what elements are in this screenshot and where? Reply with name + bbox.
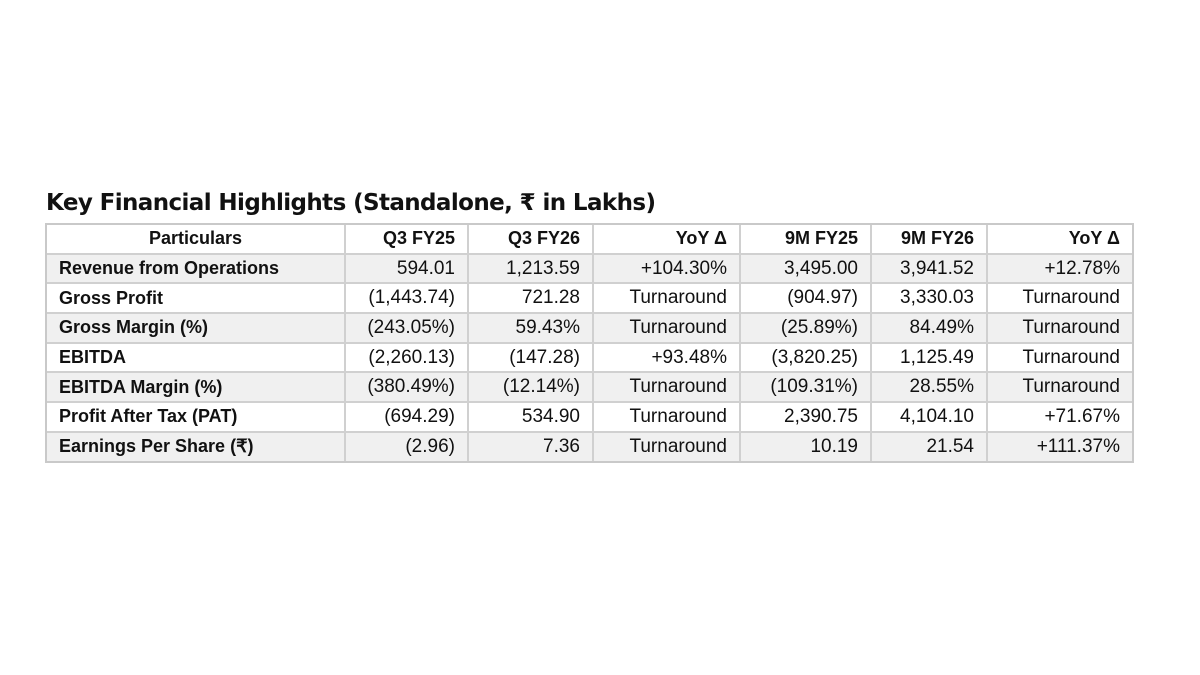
table-cell: 84.49% [872,314,988,344]
table-cell: Turnaround [594,284,741,315]
table-row: Gross Profit (1,443.74) 721.28 Turnaround (9… [47,284,1132,315]
table-cell: Turnaround [594,432,741,461]
table-row: Profit After Tax (PAT) (694.29) 534.90 Turn… [47,403,1132,433]
table-cell: Turnaround [594,314,741,344]
table-cell: Turnaround [988,373,1132,404]
column-header: 9M FY26 [872,225,988,255]
table-cell: 1,213.59 [469,254,594,285]
column-header: Q3 FY26 [469,225,594,255]
column-header: Q3 FY25 [346,225,469,255]
table-cell: 594.01 [346,254,469,285]
column-header: YoY Δ [594,225,741,255]
table-cell: +93.48% [594,343,741,374]
table-cell: 21.54 [872,432,988,461]
table-cell: 3,330.03 [872,284,988,315]
table-cell: +71.67% [988,403,1132,433]
table-cell: (243.05%) [346,314,469,344]
table-cell: Turnaround [594,373,741,404]
table-cell: 721.28 [469,284,594,315]
table-cell: 2,390.75 [741,403,872,433]
table-cell: (3,820.25) [741,343,872,374]
column-header: Particulars [47,225,346,255]
table-cell: 3,941.52 [872,254,988,285]
row-label: EBITDA [47,343,346,374]
table-cell: 4,104.10 [872,403,988,433]
table-cell: (12.14%) [469,373,594,404]
row-label: Gross Profit [47,284,346,315]
table-cell: 7.36 [469,432,594,461]
table-cell: (2,260.13) [346,343,469,374]
table-cell: Turnaround [988,284,1132,315]
table-cell: (904.97) [741,284,872,315]
table-row: Earnings Per Share (₹) (2.96) 7.36 Turnarou… [47,432,1132,461]
table-cell: +111.37% [1036,435,1120,457]
table-row: Revenue from Operations 594.01 1,213.59 +10… [47,254,1132,285]
table-cell: +104.30% [594,254,741,285]
table-cell: 28.55% [872,373,988,404]
row-label: Revenue from Operations [47,254,346,285]
table-cell: Turnaround [988,344,1132,374]
table-cell: 10.19 [741,432,872,461]
table-cell: (694.29) [346,403,469,433]
table-cell: 1,125.49 [872,343,988,374]
table-cell: (25.89%) [741,314,872,344]
table-row: Gross Margin (%) (243.05%) 59.43% Turnaroun… [47,314,1132,344]
table-title: Key Financial Highlights (Standalone, ₹ … [46,190,656,216]
table-cell: (2.96) [346,432,469,461]
financial-highlights-table: Particulars Q3 FY25 Q3 FY26 YoY Δ 9M FY25 9M … [45,223,1134,463]
table-cell: 534.90 [469,403,594,433]
table-cell: Turnaround [594,403,741,433]
row-label: Gross Margin (%) [47,314,346,344]
table-row: EBITDA Margin (%) (380.49%) (12.14%) Turnar… [47,373,1132,404]
table-cell: 59.43% [469,314,594,344]
table-cell: Turnaround [988,314,1132,344]
table-cell: (1,443.74) [346,284,469,315]
header-row: Particulars Q3 FY25 Q3 FY26 YoY Δ 9M FY25 9M … [47,225,1132,255]
column-header: 9M FY25 [741,225,872,255]
table-cell: 3,495.00 [741,254,872,285]
table-cell: (380.49%) [346,373,469,404]
row-label: Profit After Tax (PAT) [47,403,346,433]
table-cell: +12.78% [988,255,1132,285]
row-label: Earnings Per Share (₹) [47,432,346,461]
table-row: EBITDA (2,260.13) (147.28) +93.48% (3,820.25… [47,343,1132,374]
column-header: YoY Δ [988,225,1132,255]
row-label: EBITDA Margin (%) [47,373,346,404]
table-cell: (109.31%) [741,373,872,404]
table-cell: (147.28) [469,343,594,374]
